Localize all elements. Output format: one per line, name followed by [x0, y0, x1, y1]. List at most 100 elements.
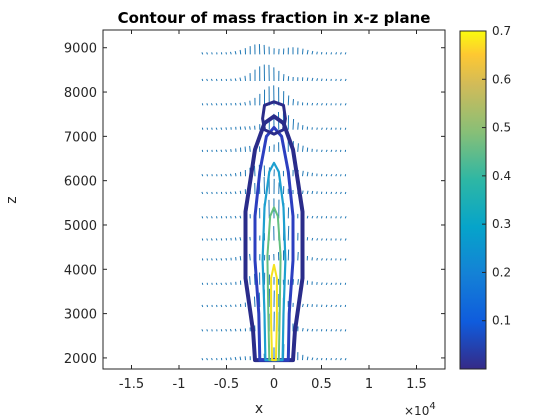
- velocity-vector: [344, 258, 347, 261]
- x-tick-label: 0: [270, 377, 278, 392]
- velocity-vector: [321, 127, 323, 130]
- velocity-vector: [230, 357, 232, 361]
- velocity-vector: [239, 255, 242, 261]
- velocity-vector: [253, 165, 256, 177]
- velocity-vector: [306, 190, 309, 195]
- velocity-vector: [206, 174, 208, 177]
- velocity-vector: [316, 357, 318, 361]
- velocity-vector: [225, 149, 227, 153]
- velocity-vector: [306, 215, 309, 219]
- velocity-vector: [211, 258, 213, 261]
- y-tick-label: 6000: [64, 175, 97, 190]
- velocity-vector: [306, 77, 309, 82]
- velocity-vector: [344, 127, 347, 130]
- velocity-vector: [344, 78, 347, 82]
- velocity-vector: [325, 173, 328, 177]
- x-tick-label: -1.5: [119, 377, 144, 392]
- velocity-vector: [239, 237, 242, 241]
- velocity-vector: [311, 190, 314, 195]
- velocity-vector: [215, 258, 218, 261]
- velocity-vector: [225, 304, 227, 308]
- velocity-vector: [321, 78, 323, 82]
- velocity-vector: [321, 238, 323, 241]
- velocity-vector: [297, 251, 299, 261]
- velocity-vector: [335, 78, 337, 82]
- chart-title: Contour of mass fraction in x-z plane: [118, 9, 431, 27]
- velocity-vector: [340, 216, 342, 219]
- velocity-vector: [220, 258, 223, 261]
- velocity-vector: [335, 174, 338, 177]
- velocity-vector: [201, 78, 204, 82]
- velocity-vector: [215, 127, 218, 130]
- contour-lines: [243, 100, 305, 363]
- velocity-vector: [201, 357, 204, 361]
- velocity-vector: [311, 102, 314, 106]
- y-axis-ticks: 2000 3000 4000 5000 6000 7000 8000 9000: [64, 42, 445, 367]
- velocity-vector: [306, 303, 309, 308]
- velocity-vector: [292, 118, 295, 130]
- velocity-vector: [225, 173, 227, 177]
- velocity-vector: [316, 51, 318, 55]
- velocity-vector: [220, 127, 223, 130]
- velocity-vector: [340, 329, 342, 332]
- velocity-vector: [220, 304, 223, 308]
- y-tick-label: 7000: [64, 130, 97, 145]
- velocity-vector: [206, 52, 208, 55]
- velocity-vector: [225, 191, 227, 195]
- velocity-vector: [306, 328, 309, 332]
- colorbar-tick-label: 0.3: [492, 217, 511, 231]
- velocity-vector: [297, 143, 299, 152]
- velocity-vector: [340, 52, 342, 55]
- velocity-vector: [239, 102, 242, 106]
- velocity-vector: [297, 279, 299, 285]
- contour-level-line: [270, 263, 278, 362]
- velocity-vector: [215, 282, 218, 285]
- velocity-vector: [220, 149, 223, 153]
- velocity-vector: [201, 191, 204, 195]
- velocity-vector: [321, 149, 323, 153]
- velocity-vector: [206, 78, 208, 82]
- velocity-vector: [302, 170, 304, 177]
- velocity-vector: [344, 238, 347, 241]
- x-exponent-power: 4: [429, 401, 435, 412]
- velocity-vector: [249, 145, 251, 152]
- x-axis-label: x: [255, 401, 263, 417]
- x-tick-label: -0.5: [214, 377, 239, 392]
- velocity-vector: [335, 304, 338, 308]
- velocity-vector: [311, 215, 314, 219]
- velocity-vector: [244, 102, 246, 106]
- x-tick-label: 0.5: [311, 377, 332, 392]
- velocity-vector: [340, 191, 342, 195]
- y-tick-label: 4000: [64, 263, 97, 278]
- velocity-vector: [206, 216, 208, 219]
- velocity-vector: [302, 327, 304, 332]
- velocity-vector: [330, 304, 333, 308]
- velocity-vector: [330, 52, 333, 55]
- velocity-vector: [249, 126, 251, 130]
- velocity-vector: [211, 52, 213, 55]
- velocity-vector: [340, 357, 342, 361]
- velocity-vector: [335, 329, 338, 332]
- x-tick-label: 1: [365, 377, 373, 392]
- velocity-vector: [201, 52, 204, 55]
- velocity-vector: [206, 191, 208, 195]
- velocity-vector: [230, 215, 232, 219]
- velocity-vector: [229, 51, 232, 55]
- contour-level-line: [261, 161, 287, 362]
- y-tick-label: 9000: [64, 42, 97, 57]
- velocity-vector: [340, 78, 342, 82]
- velocity-vector: [316, 78, 319, 82]
- velocity-vector: [234, 51, 237, 55]
- velocity-vector: [311, 237, 314, 241]
- y-tick-label: 3000: [64, 308, 97, 323]
- velocity-vector: [239, 77, 242, 82]
- velocity-vector: [330, 282, 333, 285]
- velocity-vector: [316, 238, 319, 241]
- velocity-vector: [335, 191, 338, 195]
- velocity-vector: [306, 171, 309, 177]
- velocity-vector: [316, 127, 318, 130]
- velocity-vector: [321, 102, 323, 106]
- velocity-vector: [344, 357, 347, 361]
- velocity-vector: [340, 174, 342, 177]
